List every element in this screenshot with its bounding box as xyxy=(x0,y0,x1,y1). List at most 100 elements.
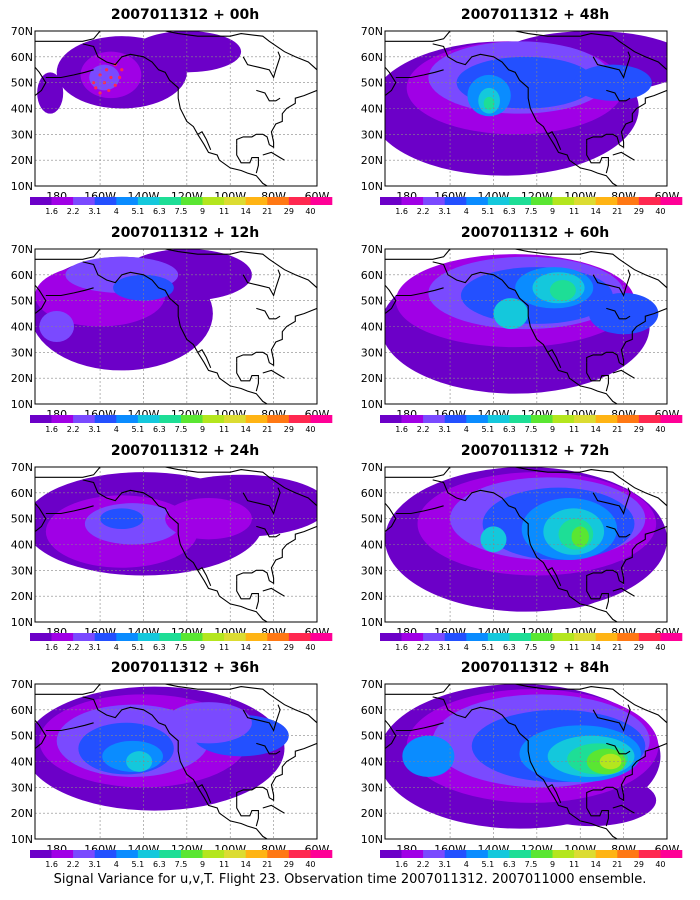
colorbar-level-label: 7.5 xyxy=(525,860,538,869)
colorbar-swatch xyxy=(423,197,446,205)
colorbar-swatch xyxy=(423,850,446,858)
lat-tick-label: 30N xyxy=(11,564,33,577)
colorbar-swatch xyxy=(94,415,117,423)
colorbar-swatch xyxy=(574,415,597,423)
colorbar-swatch xyxy=(288,633,311,641)
colorbar-swatch xyxy=(267,415,290,423)
colorbar-level-label: 6.3 xyxy=(503,207,516,216)
colorbar-level-label: 21 xyxy=(262,207,272,216)
colorbar-level-label: 1.6 xyxy=(395,425,408,434)
colorbar-swatch xyxy=(509,197,532,205)
observation-point xyxy=(94,86,98,90)
colorbar-swatch xyxy=(310,850,333,858)
colorbar-swatch xyxy=(552,850,575,858)
colorbar-swatch xyxy=(94,850,117,858)
colorbar-level-label: 14 xyxy=(241,207,251,216)
colorbar-level-label: 14 xyxy=(241,860,251,869)
colorbar-swatch xyxy=(574,850,597,858)
colorbar-level-label: 29 xyxy=(634,643,644,652)
coastline xyxy=(385,684,667,839)
lat-tick-label: 50N xyxy=(11,77,33,90)
colorbar-swatch xyxy=(617,415,640,423)
lat-tick-label: 50N xyxy=(361,730,383,743)
colorbar-level-label: 11 xyxy=(219,860,229,869)
observation-point xyxy=(118,75,122,80)
lat-tick-label: 50N xyxy=(361,295,383,308)
colorbar-swatch xyxy=(51,850,74,858)
colorbar-swatch xyxy=(487,415,510,423)
colorbar-level-label: 2.2 xyxy=(417,207,430,216)
variance-contour xyxy=(165,702,252,744)
panel-title: 2007011312 + 60h xyxy=(460,225,610,241)
colorbar-level-label: 1.6 xyxy=(45,425,58,434)
colorbar-level-label: 29 xyxy=(284,643,294,652)
colorbar-level-label: 5.1 xyxy=(131,643,144,652)
colorbar-level-label: 5.1 xyxy=(481,643,494,652)
colorbar-level-label: 21 xyxy=(262,860,272,869)
colorbar-swatch xyxy=(531,197,553,205)
variance-contour xyxy=(113,274,174,301)
colorbar-level-label: 6.3 xyxy=(153,860,166,869)
lat-tick-label: 40N xyxy=(11,756,33,769)
colorbar-swatch xyxy=(73,197,96,205)
colorbar-level-label: 21 xyxy=(612,425,622,434)
variance-contour xyxy=(549,280,576,301)
colorbar-swatch xyxy=(51,197,74,205)
colorbar-swatch xyxy=(509,415,532,423)
colorbar-swatch xyxy=(487,197,510,205)
lat-tick-label: 10N xyxy=(361,833,383,846)
colorbar-level-label: 11 xyxy=(569,207,579,216)
colorbar-swatch xyxy=(159,633,182,641)
colorbar-level-label: 2.2 xyxy=(67,860,80,869)
colorbar-swatch xyxy=(51,633,74,641)
colorbar-level-label: 40 xyxy=(305,425,315,434)
colorbar-level-label: 1.6 xyxy=(45,643,58,652)
colorbar-level-label: 7.5 xyxy=(525,425,538,434)
colorbar-level-label: 5.1 xyxy=(481,860,494,869)
colorbar-level-label: 1.6 xyxy=(45,207,58,216)
colorbar-swatch xyxy=(531,850,553,858)
colorbar-level-label: 5.1 xyxy=(131,207,144,216)
colorbar-level-label: 29 xyxy=(634,860,644,869)
colorbar-swatch xyxy=(638,633,661,641)
variance-field xyxy=(385,31,667,176)
colorbar: 1.6 2.2 3.1 4 5.1 6.3 7.5 9 11 14 21 29 40 xyxy=(380,850,683,869)
grid-lines xyxy=(385,249,667,404)
colorbar-swatch xyxy=(245,415,268,423)
colorbar-level-label: 9 xyxy=(200,207,205,216)
lat-tick-label: 70N xyxy=(11,461,33,474)
colorbar-level-label: 29 xyxy=(284,207,294,216)
map-frame xyxy=(384,683,668,840)
lat-tick-label: 40N xyxy=(361,321,383,334)
colorbar-level-label: 40 xyxy=(655,643,665,652)
colorbar-level-label: 7.5 xyxy=(175,643,188,652)
colorbar: 1.6 2.2 3.1 4 5.1 6.3 7.5 9 11 14 21 29 40 xyxy=(380,197,683,216)
colorbar-swatch xyxy=(310,415,333,423)
lat-tick-label: 70N xyxy=(361,678,383,691)
colorbar-swatch xyxy=(159,415,182,423)
colorbar-swatch xyxy=(552,415,575,423)
colorbar-swatch xyxy=(509,850,532,858)
colorbar-level-label: 21 xyxy=(612,207,622,216)
colorbar-level-label: 6.3 xyxy=(503,643,516,652)
lat-tick-label: 10N xyxy=(11,833,33,846)
lat-tick-label: 70N xyxy=(361,25,383,38)
lat-tick-label: 20N xyxy=(11,372,33,385)
colorbar-swatch xyxy=(574,197,597,205)
colorbar-level-label: 7.5 xyxy=(175,207,188,216)
colorbar-level-label: 7.5 xyxy=(175,425,188,434)
colorbar-swatch xyxy=(181,633,203,641)
lat-tick-label: 60N xyxy=(361,51,383,64)
lat-tick-label: 60N xyxy=(11,704,33,717)
map-panel: 2007011312 + 48h 70N 60N 50N 40N 30N 20N 10N 180… xyxy=(361,7,700,222)
colorbar-swatch xyxy=(310,197,333,205)
colorbar-level-label: 11 xyxy=(569,425,579,434)
colorbar-swatch xyxy=(617,850,640,858)
colorbar-swatch xyxy=(617,197,640,205)
colorbar-swatch xyxy=(224,415,247,423)
